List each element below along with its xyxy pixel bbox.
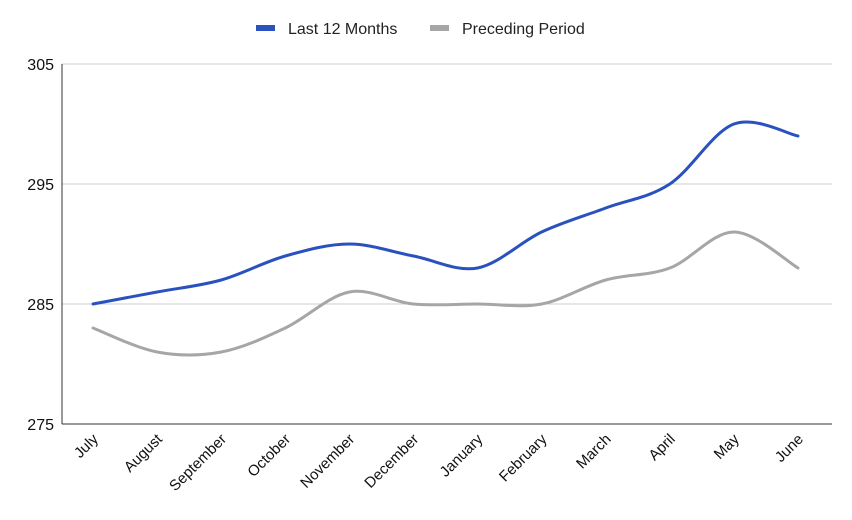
x-tick-label: August	[121, 430, 167, 476]
x-tick-label: March	[573, 431, 614, 472]
gridlines	[62, 63, 832, 305]
x-tick-label: July	[71, 430, 102, 461]
legend: Last 12 Months Preceding Period	[256, 21, 585, 38]
x-tick-label: January	[437, 430, 487, 480]
y-tick-label: 305	[27, 57, 54, 74]
legend-swatch-preceding-period	[430, 25, 449, 31]
x-tick-labels: July August September October November Decemb…	[71, 430, 807, 494]
x-tick-label: December	[361, 431, 422, 492]
x-tick-label: June	[772, 431, 807, 466]
series-line-last-12-months	[91, 120, 800, 306]
y-tick-labels: 305 295 285 275	[27, 57, 54, 434]
x-tick-label: May	[711, 430, 743, 462]
x-tick-label: September	[166, 431, 230, 495]
x-tick-label: October	[244, 431, 294, 481]
y-tick-label: 285	[27, 297, 54, 314]
legend-label-last-12-months: Last 12 Months	[288, 21, 397, 38]
x-tick-label: November	[297, 431, 358, 492]
x-tick-label: April	[645, 431, 678, 464]
y-tick-label: 275	[27, 417, 54, 434]
x-tick-label: February	[496, 430, 551, 485]
y-tick-label: 295	[27, 177, 54, 194]
series-lines	[91, 120, 800, 357]
series-line-preceding-period	[91, 230, 800, 357]
legend-swatch-last-12-months	[256, 25, 275, 31]
legend-label-preceding-period: Preceding Period	[462, 21, 585, 38]
